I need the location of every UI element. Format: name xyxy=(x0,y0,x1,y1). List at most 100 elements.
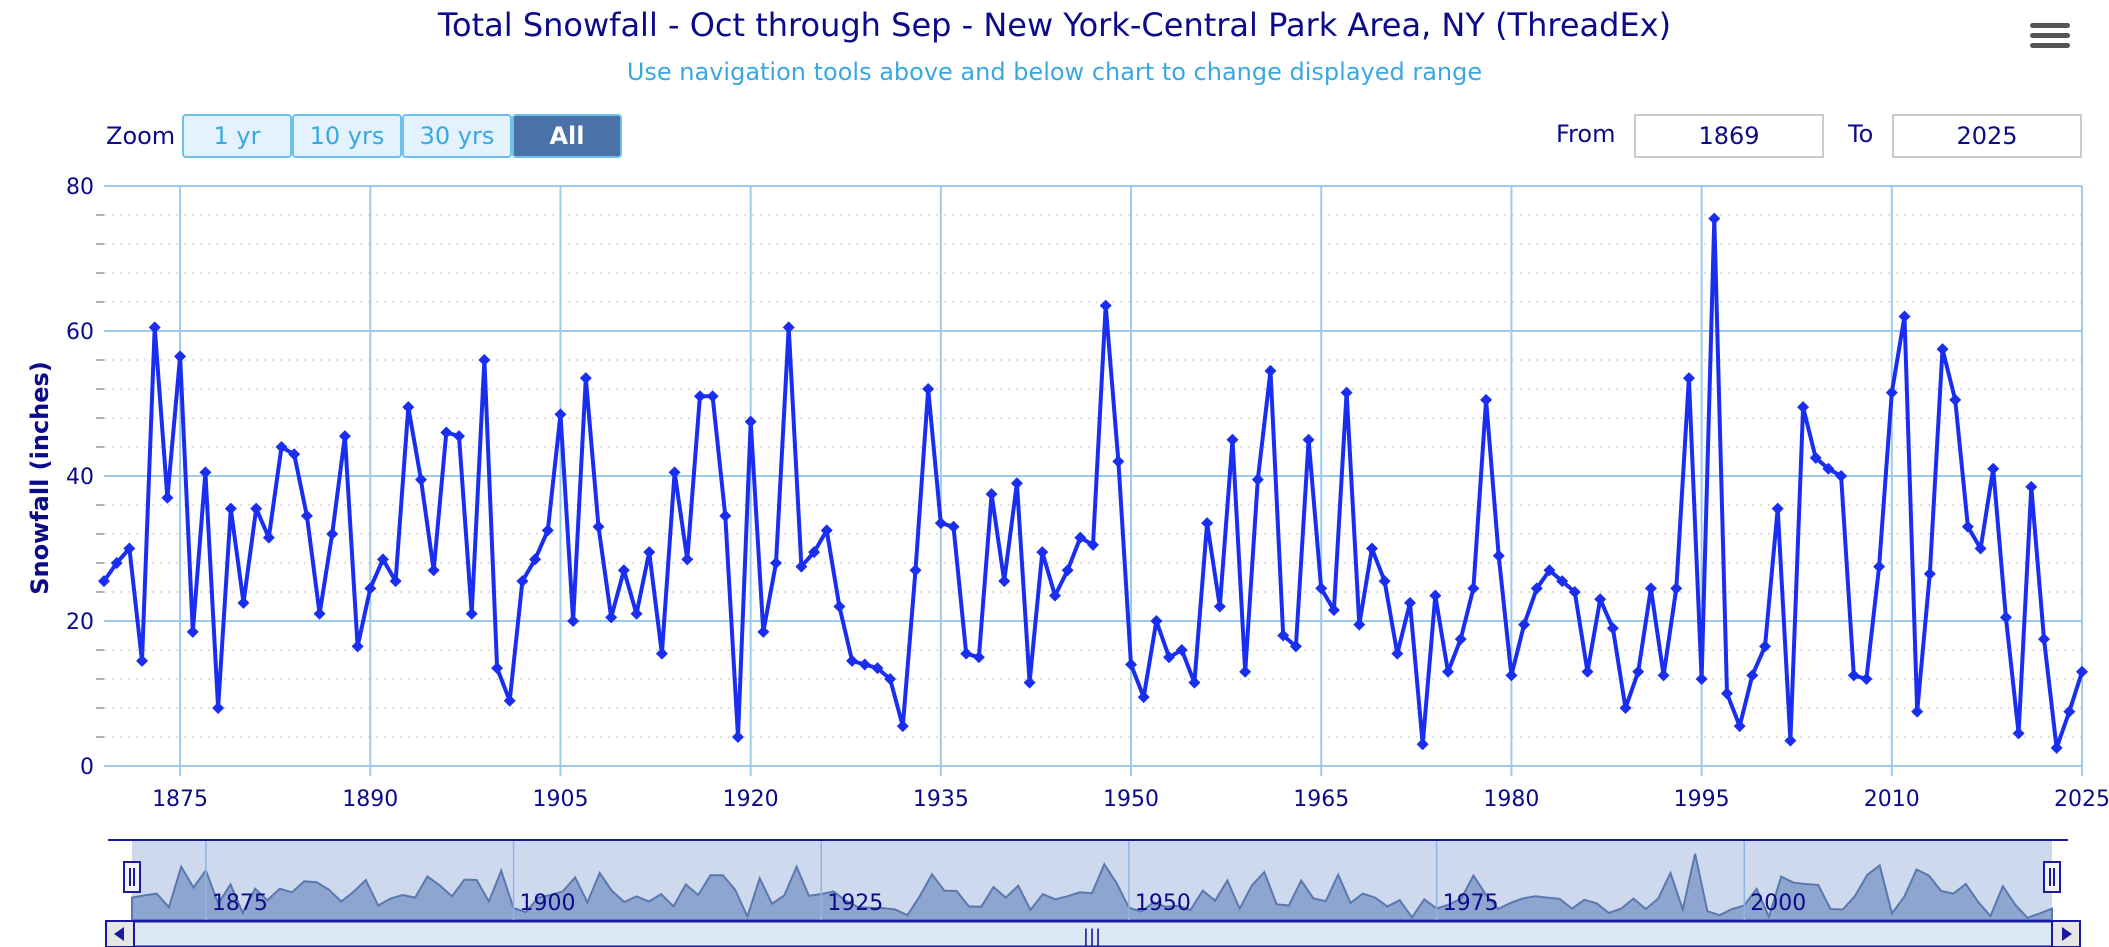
data-point[interactable] xyxy=(2063,705,2076,718)
data-point[interactable] xyxy=(1391,647,1404,660)
data-point[interactable] xyxy=(148,321,161,334)
data-point[interactable] xyxy=(2012,727,2025,740)
data-point[interactable] xyxy=(1543,564,1556,577)
data-point[interactable] xyxy=(1061,564,1074,577)
data-point[interactable] xyxy=(1403,596,1416,609)
data-point[interactable] xyxy=(250,502,263,515)
data-point[interactable] xyxy=(592,520,605,533)
data-point[interactable] xyxy=(1949,393,1962,406)
data-point[interactable] xyxy=(808,546,821,559)
data-point[interactable] xyxy=(1340,386,1353,399)
data-point[interactable] xyxy=(833,600,846,613)
data-point[interactable] xyxy=(846,654,859,667)
data-point[interactable] xyxy=(1125,658,1138,671)
data-point[interactable] xyxy=(655,647,668,660)
data-point[interactable] xyxy=(1010,477,1023,490)
scrollbar[interactable]: ||| xyxy=(105,920,2081,947)
data-point[interactable] xyxy=(1784,734,1797,747)
data-point[interactable] xyxy=(1201,517,1214,530)
data-point[interactable] xyxy=(896,720,909,733)
data-point[interactable] xyxy=(1835,470,1848,482)
data-point[interactable] xyxy=(1657,669,1670,682)
data-point[interactable] xyxy=(693,390,706,403)
data-point[interactable] xyxy=(1797,401,1810,414)
data-point[interactable] xyxy=(1492,549,1505,562)
data-point[interactable] xyxy=(643,546,656,559)
data-point[interactable] xyxy=(884,673,897,685)
navigator[interactable]: 1875 1900 1925 1950 1975 2000 xyxy=(108,839,2068,921)
data-point[interactable] xyxy=(1480,393,1493,406)
data-point[interactable] xyxy=(998,575,1011,588)
data-point[interactable] xyxy=(1759,640,1772,653)
data-point[interactable] xyxy=(579,372,592,385)
data-point[interactable] xyxy=(402,401,415,414)
hamburger-menu-icon[interactable] xyxy=(2030,20,2070,54)
data-point[interactable] xyxy=(199,466,212,479)
scrollbar-thumb[interactable] xyxy=(133,921,2053,947)
data-point[interactable] xyxy=(161,491,174,504)
from-date-input[interactable] xyxy=(1634,114,1824,158)
data-point[interactable] xyxy=(922,383,935,395)
data-point[interactable] xyxy=(338,430,351,443)
data-point[interactable] xyxy=(1150,615,1163,627)
data-point[interactable] xyxy=(1327,604,1340,617)
data-point[interactable] xyxy=(300,509,313,522)
data-point[interactable] xyxy=(1936,343,1949,356)
data-point[interactable] xyxy=(706,390,719,403)
data-point[interactable] xyxy=(1378,575,1391,588)
data-point[interactable] xyxy=(174,350,187,363)
data-point[interactable] xyxy=(2076,665,2088,678)
data-point[interactable] xyxy=(427,564,440,577)
data-point[interactable] xyxy=(909,564,922,577)
data-point[interactable] xyxy=(1733,720,1746,733)
data-point[interactable] xyxy=(1277,629,1290,642)
data-point[interactable] xyxy=(364,582,377,595)
data-point[interactable] xyxy=(1365,542,1378,555)
data-point[interactable] xyxy=(1302,433,1315,446)
data-point[interactable] xyxy=(440,426,453,439)
data-point[interactable] xyxy=(1239,665,1252,678)
data-point[interactable] xyxy=(237,596,250,609)
data-point[interactable] xyxy=(503,694,516,707)
data-point[interactable] xyxy=(1809,451,1822,464)
data-point[interactable] xyxy=(1885,386,1898,399)
data-point[interactable] xyxy=(1213,600,1226,613)
data-point[interactable] xyxy=(1163,651,1176,664)
data-point[interactable] xyxy=(529,553,542,566)
data-point[interactable] xyxy=(1822,462,1835,475)
data-point[interactable] xyxy=(1581,665,1594,678)
data-point[interactable] xyxy=(1720,687,1733,700)
data-point[interactable] xyxy=(1594,593,1607,606)
data-point[interactable] xyxy=(275,441,288,453)
data-point[interactable] xyxy=(1353,618,1366,631)
data-point[interactable] xyxy=(1708,212,1721,225)
zoom-30yrs-button[interactable]: 30 yrs xyxy=(402,114,512,158)
data-point[interactable] xyxy=(1226,433,1239,446)
data-point[interactable] xyxy=(1188,676,1201,689)
data-point[interactable] xyxy=(630,607,643,620)
data-point[interactable] xyxy=(972,651,985,664)
data-point[interactable] xyxy=(414,473,427,486)
data-point[interactable] xyxy=(1442,665,1455,678)
data-point[interactable] xyxy=(1137,691,1150,704)
data-point[interactable] xyxy=(1036,546,1049,559)
data-point[interactable] xyxy=(491,662,504,675)
data-point[interactable] xyxy=(1670,582,1683,595)
data-point[interactable] xyxy=(858,658,871,671)
data-point[interactable] xyxy=(1454,633,1467,646)
data-point[interactable] xyxy=(453,430,466,443)
zoom-1yr-button[interactable]: 1 yr xyxy=(182,114,292,158)
data-point[interactable] xyxy=(1682,372,1695,385)
data-point[interactable] xyxy=(681,553,694,566)
data-point[interactable] xyxy=(782,321,795,334)
data-point[interactable] xyxy=(1923,567,1936,580)
data-point[interactable] xyxy=(1175,644,1188,656)
data-point[interactable] xyxy=(224,502,237,515)
data-point[interactable] xyxy=(985,488,998,501)
data-point[interactable] xyxy=(326,528,339,540)
data-point[interactable] xyxy=(389,575,402,588)
data-point[interactable] xyxy=(567,615,580,627)
data-point[interactable] xyxy=(1023,676,1036,689)
data-point[interactable] xyxy=(605,611,618,624)
data-point[interactable] xyxy=(1632,665,1645,678)
